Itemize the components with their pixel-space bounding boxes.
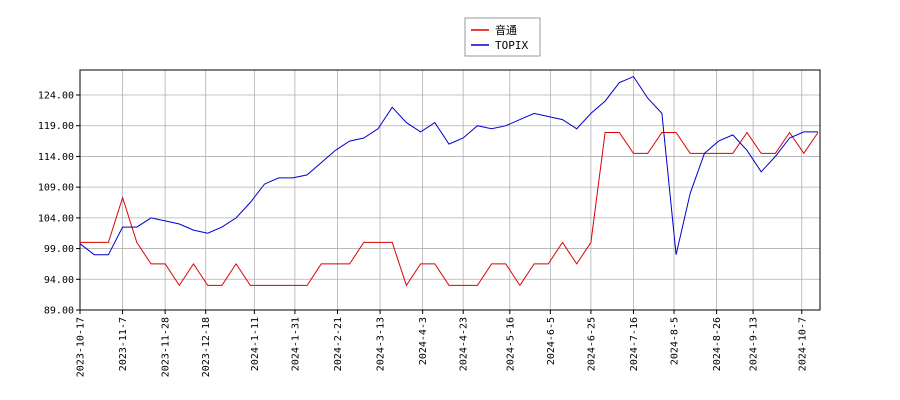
x-tick-label: 2024-4-3: [418, 317, 429, 365]
x-tick-label: 2024-2-21: [333, 317, 344, 371]
x-tick-label: 2024-1-31: [290, 317, 301, 371]
y-tick-label: 124.00: [38, 91, 74, 102]
x-tick-label: 2024-7-16: [629, 317, 640, 371]
y-tick-label: 99.00: [44, 244, 74, 255]
legend-label: TOPIX: [495, 39, 528, 52]
x-tick-label: 2024-6-25: [586, 317, 597, 371]
y-tick-label: 119.00: [38, 121, 74, 132]
x-tick-label: 2024-6-5: [546, 317, 557, 365]
y-tick-label: 104.00: [38, 213, 74, 224]
x-tick-label: 2023-11-28: [161, 317, 172, 377]
x-tick-label: 2023-11-7: [118, 317, 129, 371]
series-line: [80, 131, 819, 287]
y-tick-label: 114.00: [38, 152, 74, 163]
x-tick-label: 2023-10-17: [76, 317, 87, 377]
x-tick-label: 2024-8-5: [670, 317, 681, 365]
x-tick-label: 2024-9-13: [749, 317, 760, 371]
y-tick-label: 109.00: [38, 183, 74, 194]
series-line: [79, 75, 818, 256]
y-tick-label: 89.00: [44, 306, 74, 317]
x-tick-label: 2024-3-13: [376, 317, 387, 371]
plot-frame: [79, 69, 821, 311]
x-tick-label: 2024-8-26: [712, 317, 723, 371]
legend-box: [464, 17, 541, 57]
x-tick-label: 2023-12-18: [201, 317, 212, 377]
x-tick-label: 2024-1-11: [250, 317, 261, 371]
legend-label: 音通: [495, 23, 517, 37]
y-tick-label: 94.00: [44, 275, 74, 286]
x-tick-label: 2024-5-16: [505, 317, 516, 371]
x-tick-label: 2024-10-7: [797, 317, 808, 371]
x-tick-label: 2024-4-23: [459, 317, 470, 371]
